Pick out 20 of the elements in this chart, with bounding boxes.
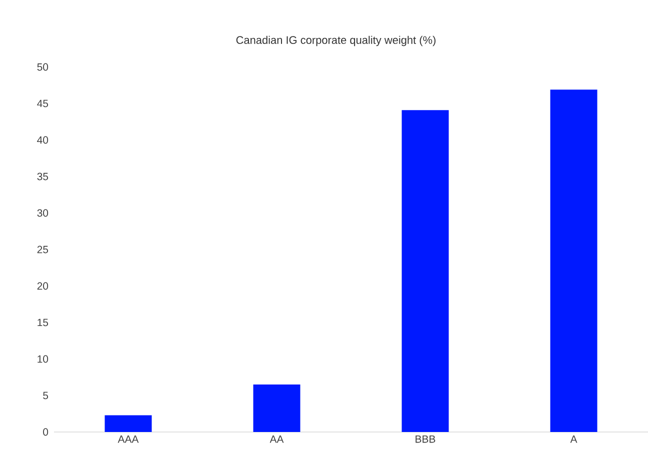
y-tick-label: 50 xyxy=(37,63,48,71)
y-tick-label: 25 xyxy=(37,246,48,254)
y-tick-label: 35 xyxy=(37,172,48,180)
y-tick-label: 30 xyxy=(37,209,48,217)
y-tick-label: 10 xyxy=(38,355,48,363)
y-tick-label: 45 xyxy=(37,100,48,108)
bar xyxy=(104,415,152,432)
bar xyxy=(253,384,300,432)
bar xyxy=(402,110,449,432)
x-tick-label: BBB xyxy=(416,436,436,443)
y-tick-label: 0 xyxy=(43,428,48,436)
x-tick-label: A xyxy=(570,436,578,443)
y-tick-label: 5 xyxy=(43,392,48,400)
bar xyxy=(550,90,598,432)
chart-title: Canadian IG corporate quality weight (%) xyxy=(236,36,436,46)
x-tick-label: AA xyxy=(270,436,284,443)
y-tick-label: 20 xyxy=(37,282,48,290)
x-tick-label: AAA xyxy=(118,436,139,443)
y-tick-label: 15 xyxy=(38,318,48,326)
y-tick-label: 40 xyxy=(37,136,48,144)
